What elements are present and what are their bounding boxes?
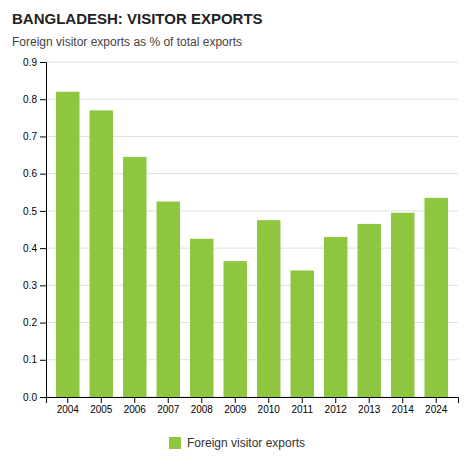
y-tick-label: 0.1 — [23, 354, 37, 365]
legend-label: Foreign visitor exports — [187, 436, 305, 450]
bar — [90, 110, 113, 397]
y-tick-label: 0.3 — [23, 280, 37, 291]
y-tick: 0.9 — [23, 57, 46, 68]
x-tick: 2012 — [325, 397, 348, 415]
x-tick-mark — [436, 397, 437, 403]
x-tick-label: 2013 — [358, 404, 381, 415]
x-tick-mark — [369, 397, 370, 403]
x-tick-label: 2011 — [291, 404, 313, 415]
x-tick: 2008 — [191, 397, 214, 415]
y-axis: 0.0 0.1 0.2 0.3 0.4 0.5 0.6 0.7 0.8 0.9 — [23, 57, 46, 403]
x-tick-mark — [101, 397, 102, 403]
bar — [425, 198, 448, 397]
bar — [123, 157, 146, 397]
y-tick-mark — [40, 248, 46, 249]
bars — [56, 92, 448, 397]
y-tick-label: 0.8 — [23, 94, 37, 105]
y-tick: 0.8 — [23, 94, 46, 105]
title: BANGLADESH: VISITOR EXPORTS — [12, 10, 263, 27]
bar — [157, 202, 180, 397]
plot: 0.00.10.20.30.40.50.60.70.80.92004200520… — [23, 57, 458, 415]
y-tick: 0.0 — [23, 392, 46, 403]
bar — [56, 92, 79, 397]
y-tick-label: 0.2 — [23, 317, 37, 328]
y-tick: 0.3 — [23, 280, 46, 291]
bar — [224, 261, 247, 397]
x-tick-mark — [302, 397, 303, 403]
x-tick-mark — [201, 397, 202, 403]
x-tick: 2024 — [425, 397, 448, 415]
y-tick-label: 0.7 — [23, 131, 37, 142]
y-tick-mark — [40, 285, 46, 286]
y-tick-label: 0.5 — [23, 206, 37, 217]
y-tick-mark — [40, 62, 46, 63]
x-tick-label: 2007 — [157, 404, 180, 415]
subtitle: Foreign visitor exports as % of total ex… — [12, 35, 242, 49]
x-tick-mark — [168, 397, 169, 403]
y-tick-label: 0.0 — [23, 392, 37, 403]
x-tick-mark — [235, 397, 236, 403]
y-tick-mark — [40, 397, 46, 398]
y-tick-mark — [40, 174, 46, 175]
y-tick: 0.5 — [23, 206, 46, 217]
y-tick-mark — [40, 136, 46, 137]
bar — [391, 213, 414, 397]
bar — [291, 270, 314, 397]
x-tick-mark — [335, 397, 336, 403]
x-tick: 2006 — [124, 397, 147, 415]
x-tick: 2010 — [258, 397, 281, 415]
x-axis: 2004 2005 2006 2007 2008 2009 2010 2011 2012 2013… — [47, 397, 459, 415]
y-tick-label: 0.4 — [23, 243, 37, 254]
x-tick: 2013 — [358, 397, 381, 415]
legend-swatch — [169, 437, 181, 449]
x-tick-label: 2012 — [325, 404, 348, 415]
x-tick-label: 2008 — [191, 404, 214, 415]
y-tick: 0.2 — [23, 317, 46, 328]
x-tick: 2004 — [57, 397, 80, 415]
bar — [358, 224, 381, 397]
y-tick-label: 0.6 — [23, 168, 37, 179]
bar — [190, 239, 213, 397]
y-tick: 0.7 — [23, 131, 46, 142]
x-tick-mark — [402, 397, 403, 403]
x-tick-mark — [134, 397, 135, 403]
bar — [257, 220, 280, 397]
x-tick-mark — [67, 397, 68, 403]
y-tick-label: 0.9 — [23, 57, 37, 68]
grid-line — [46, 99, 458, 100]
x-tick-label: 2014 — [392, 404, 415, 415]
x-tick: 2005 — [90, 397, 113, 415]
chart: BANGLADESH: VISITOR EXPORTS Foreign visit… — [0, 0, 474, 467]
y-tick: 0.4 — [23, 243, 46, 254]
grid-line — [46, 62, 458, 63]
x-tick-label: 2005 — [90, 404, 113, 415]
y-tick-mark — [40, 211, 46, 212]
y-tick: 0.1 — [23, 354, 46, 365]
y-tick-mark — [40, 99, 46, 100]
y-axis-line — [40, 63, 47, 398]
y-tick: 0.6 — [23, 168, 46, 179]
grid — [46, 62, 458, 397]
x-tick-label: 2006 — [124, 404, 147, 415]
x-tick: 2014 — [392, 397, 415, 415]
legend-item: Foreign visitor exports — [169, 436, 305, 450]
x-tick: 2007 — [157, 397, 180, 415]
x-tick-label: 2004 — [57, 404, 80, 415]
x-tick: 2009 — [224, 397, 247, 415]
x-tick-mark — [268, 397, 269, 403]
bar — [324, 237, 347, 397]
y-tick-mark — [40, 360, 46, 361]
x-tick-label: 2010 — [258, 404, 281, 415]
y-tick-mark — [40, 323, 46, 324]
x-tick-label: 2024 — [425, 404, 448, 415]
x-tick-label: 2009 — [224, 404, 247, 415]
x-tick: 2011 — [291, 397, 313, 415]
x-axis-line — [47, 398, 459, 404]
legend: Foreign visitor exports — [169, 436, 305, 450]
